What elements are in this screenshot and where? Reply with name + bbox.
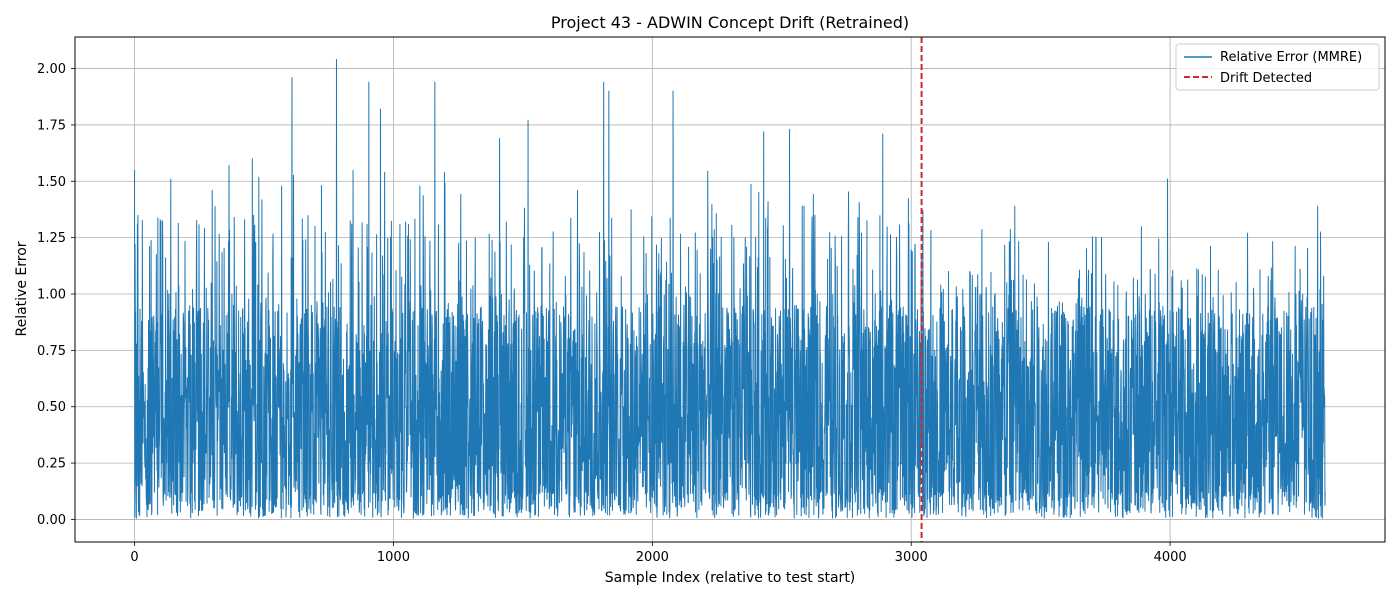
y-tick-label: 0.00 (37, 513, 66, 528)
x-tick-label: 1000 (377, 550, 410, 565)
legend-label-drift: Drift Detected (1220, 71, 1312, 86)
chart-title: Project 43 - ADWIN Concept Drift (Retrai… (551, 13, 909, 32)
x-tick-label: 4000 (1154, 550, 1187, 565)
y-tick-label: 0.50 (37, 400, 66, 415)
legend-box (1175, 43, 1380, 91)
x-tick-label: 3000 (895, 550, 928, 565)
x-axis-label: Sample Index (relative to test start) (605, 570, 856, 586)
y-tick-label: 1.50 (37, 175, 66, 190)
y-axis-ticks: 0.00 0.25 0.50 0.75 1.00 1.25 1.50 1.75 2.00 (37, 62, 75, 528)
x-tick-label: 2000 (636, 550, 669, 565)
y-tick-label: 2.00 (37, 62, 66, 77)
plot-area-frame (74, 36, 1386, 543)
y-tick-label: 1.25 (37, 231, 66, 246)
x-axis-ticks: 0 1000 2000 3000 4000 (130, 542, 1187, 565)
legend-label-error: Relative Error (MMRE) (1220, 50, 1362, 65)
x-tick-label: 0 (130, 550, 138, 565)
legend: Relative Error (MMRE) Drift Detected (1175, 43, 1380, 91)
plot-series (134, 37, 1326, 542)
y-tick-label: 0.75 (37, 344, 66, 359)
y-tick-label: 1.75 (37, 118, 66, 133)
y-tick-label: 1.00 (37, 288, 66, 303)
y-tick-label: 0.25 (37, 457, 66, 472)
series-line-relative-error (134, 59, 1326, 519)
y-axis-label: Relative Error (14, 241, 30, 336)
